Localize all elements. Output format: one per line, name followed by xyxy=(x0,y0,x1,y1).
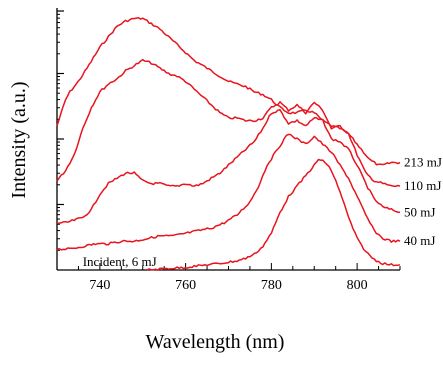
axes: 740 760 780 800 xyxy=(56,8,401,293)
series-line-0 xyxy=(56,16,401,166)
series-label: 50 mJ xyxy=(404,204,435,219)
x-tick-label: 800 xyxy=(347,278,368,293)
series-label: Incident, 6 mJ xyxy=(83,254,157,269)
x-tick-label: 740 xyxy=(89,278,110,293)
series-label: 213 mJ xyxy=(404,155,442,170)
x-tick-label: 780 xyxy=(261,278,282,293)
series-label: 40 mJ xyxy=(404,233,435,248)
series-line-2 xyxy=(56,108,401,224)
series-line-1 xyxy=(56,58,401,188)
y-axis-title: Intensity (a.u.) xyxy=(8,81,30,198)
series-line-4 xyxy=(146,158,401,271)
series-label: 110 mJ xyxy=(404,178,441,193)
series-labels: 213 mJ 110 mJ 50 mJ 40 mJ Incident, 6 mJ xyxy=(83,155,442,270)
x-tick-label: 760 xyxy=(175,278,196,293)
series-lines xyxy=(56,16,401,271)
x-axis-title: Wavelength (nm) xyxy=(146,331,285,353)
series-line-3 xyxy=(56,133,401,251)
